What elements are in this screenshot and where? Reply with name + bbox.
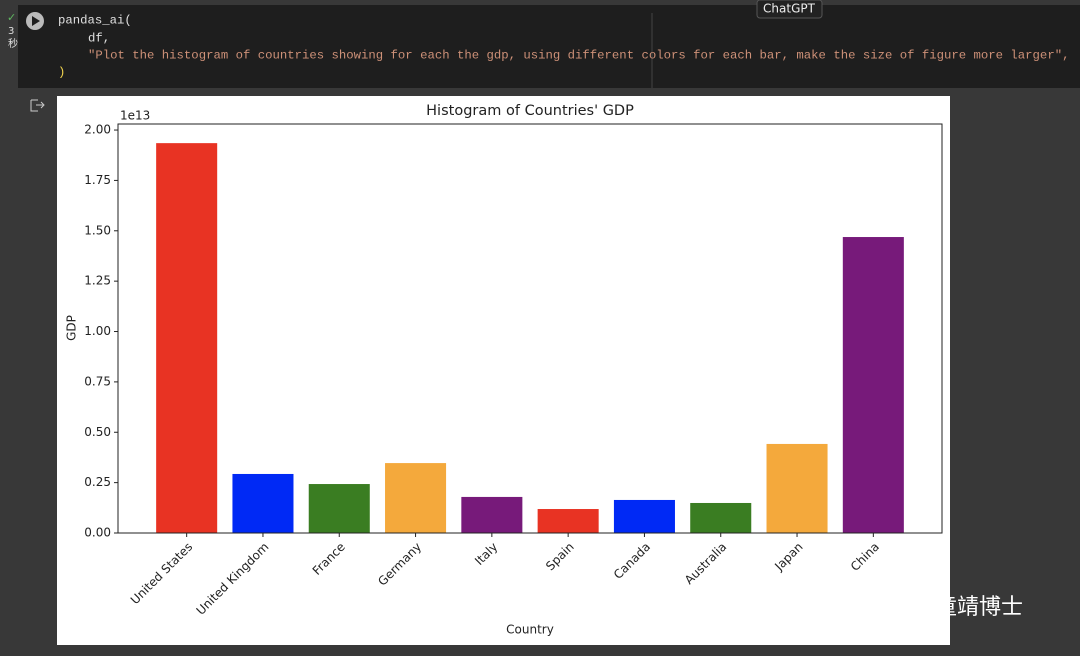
output-icon[interactable] <box>30 99 45 112</box>
code-line: ) <box>58 65 65 79</box>
code-line: df, <box>88 31 110 45</box>
bar <box>690 502 752 533</box>
y-tick-label: 1.00 <box>84 324 111 338</box>
y-tick-label: 1.50 <box>84 223 111 237</box>
y-tick-label: 0.75 <box>84 374 111 388</box>
y-tick-label: 0.25 <box>84 475 111 489</box>
y-axis-label: GDP <box>65 315 79 341</box>
run-icon <box>32 16 40 26</box>
bar <box>613 499 675 533</box>
tooltip-text: ChatGPT <box>763 2 816 16</box>
watermark: 门童靖博士 <box>913 595 1023 620</box>
code-line: "Plot the histogram of countries showing… <box>88 48 1069 62</box>
chart-title: Histogram of Countries' GDP <box>426 103 634 119</box>
y-tick-label: 2.00 <box>84 123 111 137</box>
watermark-icon <box>870 595 906 620</box>
y-tick-label: 0.50 <box>84 425 111 439</box>
code-cell <box>18 5 1080 88</box>
tooltip <box>756 0 823 19</box>
y-tick-label: 1.25 <box>84 274 111 288</box>
bar <box>537 509 599 533</box>
bar <box>766 443 828 533</box>
code-line: pandas_ai( <box>58 13 132 27</box>
exec-unit: 秒 <box>8 37 18 50</box>
bar <box>385 463 447 533</box>
y-tick-label: 0.00 <box>84 526 111 540</box>
bar <box>232 473 294 533</box>
bar <box>156 143 218 534</box>
y-offset-label: 1e13 <box>120 109 150 123</box>
y-tick-label: 1.75 <box>84 173 111 187</box>
bar <box>461 496 523 533</box>
exec-time: 3 <box>8 26 14 37</box>
x-axis-label: Country <box>506 623 554 637</box>
bar <box>842 237 904 534</box>
axes-frame <box>117 123 943 534</box>
bar <box>308 484 370 533</box>
status-check: ✓ <box>7 11 16 24</box>
